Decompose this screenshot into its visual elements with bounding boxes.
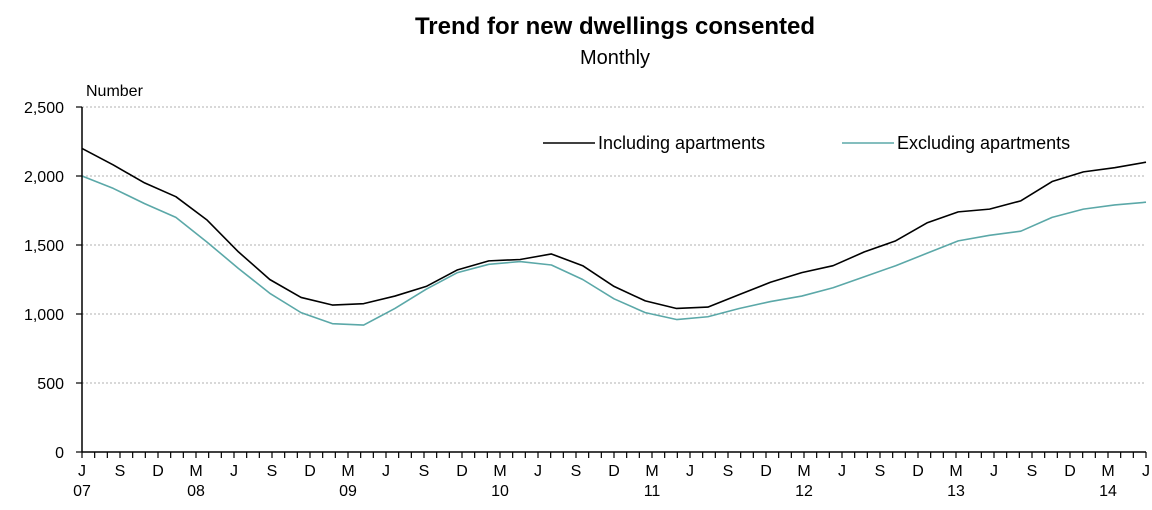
series-line-1 xyxy=(81,147,1147,310)
y-tick-label: 1,500 xyxy=(24,238,64,255)
x-year-label: 13 xyxy=(947,483,965,500)
x-tick-label: D xyxy=(1064,463,1076,480)
x-year-label: 10 xyxy=(491,483,509,500)
x-tick-label: D xyxy=(912,463,924,480)
x-tick-label: M xyxy=(949,463,962,480)
x-tick-label: S xyxy=(267,463,278,480)
y-axis-label: Number xyxy=(86,83,144,100)
x-tick-label: M xyxy=(493,463,506,480)
x-year-label: 11 xyxy=(644,483,661,500)
x-tick-label: D xyxy=(152,463,164,480)
x-year-label: 14 xyxy=(1099,483,1117,500)
x-year-label: 09 xyxy=(339,483,357,500)
legend: Including apartments Excluding apartments xyxy=(543,133,1070,153)
x-tick-label: M xyxy=(189,463,202,480)
chart-subtitle: Monthly xyxy=(580,47,650,69)
legend-label: Including apartments xyxy=(598,133,765,153)
x-tick-label: J xyxy=(534,463,542,480)
x-tick-label: M xyxy=(645,463,658,480)
x-tick-label: S xyxy=(419,463,430,480)
x-tick-label: J xyxy=(838,463,846,480)
x-year-label: 08 xyxy=(187,483,205,500)
x-tick-label: S xyxy=(115,463,126,480)
y-tick-label: 2,000 xyxy=(24,169,64,186)
grid-lines xyxy=(82,106,1146,384)
x-year-label: 12 xyxy=(795,483,813,500)
x-tick-label: M xyxy=(1101,463,1114,480)
x-tick-label: J xyxy=(78,463,86,480)
x-tick-label: S xyxy=(1027,463,1038,480)
x-tick-label: D xyxy=(304,463,316,480)
y-tick-label: 1,000 xyxy=(24,307,64,324)
x-tick-label: D xyxy=(608,463,620,480)
x-tick-label: S xyxy=(875,463,886,480)
series-line-2 xyxy=(81,175,1147,326)
x-tick-label: J xyxy=(990,463,998,480)
y-tick-label: 2,500 xyxy=(24,100,64,117)
x-tick-label: D xyxy=(760,463,772,480)
axes: 0 500 1,000 1,500 2,000 2,500 J S D M J S D M J S D M J S D M… xyxy=(24,100,1150,500)
x-tick-label: S xyxy=(723,463,734,480)
chart-title: Trend for new dwellings consented xyxy=(415,13,815,40)
x-tick-label: S xyxy=(571,463,582,480)
y-tick-label: 0 xyxy=(55,445,64,462)
x-tick-label: J xyxy=(1142,463,1150,480)
x-tick-label: J xyxy=(686,463,694,480)
x-tick-label: M xyxy=(797,463,810,480)
x-tick-label: J xyxy=(382,463,390,480)
x-tick-label: M xyxy=(341,463,354,480)
series-lines xyxy=(81,147,1147,326)
y-tick-label: 500 xyxy=(37,376,64,393)
x-tick-label: D xyxy=(456,463,468,480)
x-year-label: 07 xyxy=(73,483,91,500)
legend-label: Excluding apartments xyxy=(897,133,1070,153)
x-tick-label: J xyxy=(230,463,238,480)
